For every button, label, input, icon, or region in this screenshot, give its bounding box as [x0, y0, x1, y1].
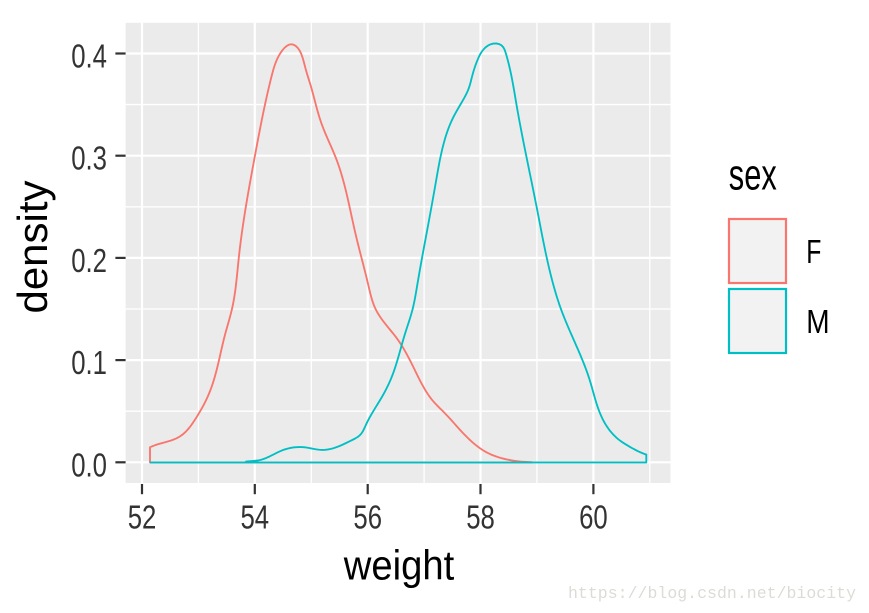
svg-text:0.4: 0.4 [71, 39, 107, 76]
svg-text:F: F [806, 235, 821, 271]
svg-text:0.2: 0.2 [71, 243, 107, 280]
svg-text:60: 60 [579, 499, 608, 536]
svg-text:sex: sex [729, 151, 777, 200]
svg-text:52: 52 [128, 499, 157, 536]
svg-text:58: 58 [466, 499, 495, 536]
svg-text:0.3: 0.3 [71, 141, 107, 178]
svg-text:0.0: 0.0 [71, 447, 107, 484]
svg-text:density: density [9, 180, 56, 313]
svg-text:M: M [806, 304, 829, 341]
svg-text:https://blog.csdn.net/biocity: https://blog.csdn.net/biocity [568, 584, 856, 603]
svg-text:54: 54 [240, 499, 269, 536]
svg-text:0.1: 0.1 [71, 345, 107, 382]
svg-text:56: 56 [353, 499, 382, 536]
svg-text:weight: weight [343, 542, 454, 589]
